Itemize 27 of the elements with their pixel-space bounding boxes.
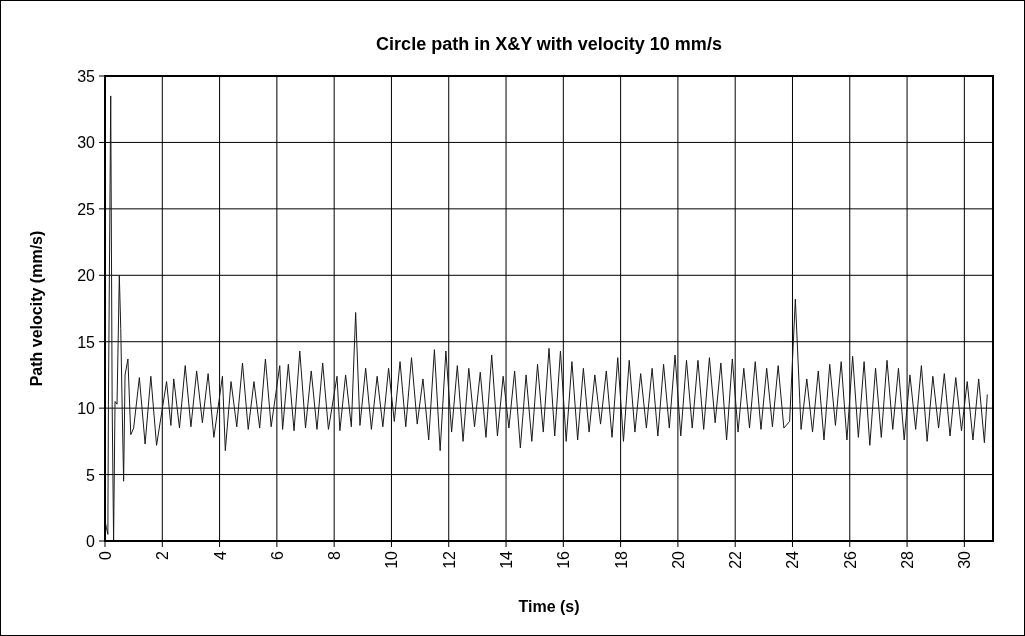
y-tick-label: 10 xyxy=(77,400,96,418)
x-tick-label: 12 xyxy=(440,550,458,569)
x-tick-label: 16 xyxy=(555,550,573,569)
x-tick-label: 10 xyxy=(383,550,401,569)
y-tick-label: 5 xyxy=(86,466,96,484)
y-tick-label: 25 xyxy=(77,200,96,218)
x-tick-label: 30 xyxy=(956,550,974,569)
x-axis-title: Time (s) xyxy=(518,598,580,615)
chart-title: Circle path in X&Y with velocity 10 mm/s xyxy=(376,34,722,54)
x-tick-label: 26 xyxy=(841,550,859,569)
y-tick-label: 15 xyxy=(77,333,96,351)
x-tick-label: 14 xyxy=(498,550,516,569)
y-tick-label: 35 xyxy=(77,68,96,85)
x-tick-label: 24 xyxy=(784,550,802,569)
x-tick-label: 4 xyxy=(211,550,229,560)
x-tick-label: 2 xyxy=(154,550,172,560)
y-tick-label: 30 xyxy=(77,134,96,152)
line-series xyxy=(104,95,988,542)
x-tick-label: 18 xyxy=(612,550,630,569)
x-tick-label: 20 xyxy=(669,550,687,569)
x-tick-label: 22 xyxy=(727,550,745,569)
x-tick-label: 0 xyxy=(97,550,114,560)
x-tick-label: 8 xyxy=(326,550,344,560)
x-tick-label: 28 xyxy=(899,550,917,569)
x-tick-label: 6 xyxy=(268,550,286,560)
y-tick-label: 20 xyxy=(77,267,96,285)
y-axis-title: Path velocity (mm/s) xyxy=(28,230,45,387)
